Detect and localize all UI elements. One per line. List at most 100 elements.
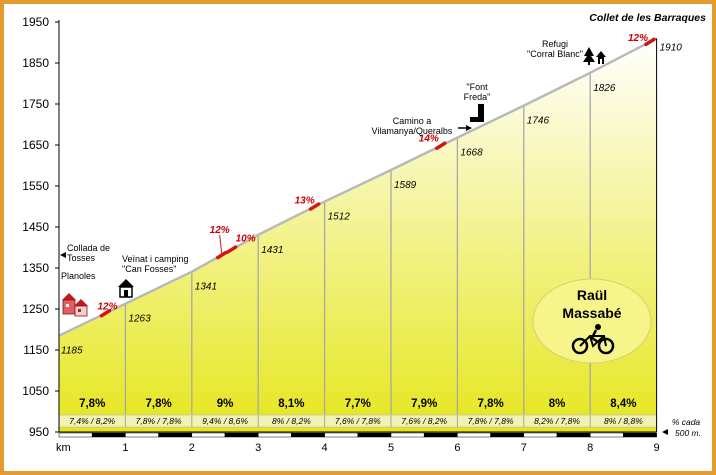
half-km-scale-segment <box>423 432 458 438</box>
half-km-scale-segment <box>58 432 93 438</box>
village-icon <box>62 293 88 317</box>
y-tick-label: 1350 <box>22 261 49 275</box>
segment-gradient-label: 8,1% <box>278 398 304 410</box>
area-layer <box>58 37 658 433</box>
segment-gradient-label: 7,9% <box>411 398 437 410</box>
steep-section-mark <box>644 37 656 47</box>
x-tick-label: 8 <box>587 442 593 454</box>
steep-section-mark <box>225 245 238 254</box>
elevation-label: 1185 <box>61 346 83 357</box>
refuge-icon <box>583 47 606 65</box>
steep-section-mark <box>215 250 228 260</box>
author-name: Massabé <box>562 305 621 321</box>
half-km-gradient-label: 7,8% / 7,8% <box>468 416 514 426</box>
x-tick-label: 5 <box>388 442 394 454</box>
half-km-gradient-label: 8,2% / 7,8% <box>534 416 580 426</box>
half-km-scale-segment <box>457 432 491 438</box>
steep-section-label: 13% <box>295 196 315 207</box>
place-label: Planoles <box>61 271 96 281</box>
chart-title: Collet de les Barraques <box>589 12 706 24</box>
elevation-label: 1746 <box>527 116 550 127</box>
y-tick-label: 1150 <box>23 343 49 357</box>
elevation-label: 1668 <box>460 148 483 159</box>
place-label: Vilamanya/Queralbs <box>372 126 453 136</box>
place-label: Collada de <box>67 243 110 253</box>
x-axis-label: km <box>56 442 71 454</box>
steep-section-label: 12% <box>628 33 648 44</box>
author-badge: Raül Massabé <box>532 278 652 364</box>
y-tick-label: 1850 <box>22 56 49 70</box>
place-label: "Corral Blanc" <box>527 49 583 59</box>
y-tick-label: 1450 <box>22 220 49 234</box>
half-km-scale-segment <box>523 432 558 438</box>
cyclist-icon <box>571 324 615 355</box>
camping-house-icon <box>118 279 134 298</box>
place-label: "Can Fosses" <box>122 264 176 274</box>
half-km-scale-segment <box>257 432 292 438</box>
elevation-label: 1910 <box>660 42 683 53</box>
elevation-label: 1431 <box>261 245 283 256</box>
half-km-scale-segment <box>191 432 226 438</box>
elevation-label: 1263 <box>128 314 151 325</box>
axes-layer: 1950 1850 1750 1650 1550 1450 1350 1250 1150 1050… <box>22 15 659 454</box>
segment-gradient-label: 7,8% <box>79 398 105 410</box>
y-tick-label: 1650 <box>22 138 49 152</box>
x-tick-label: 9 <box>654 442 660 454</box>
half-km-scale-segment <box>390 432 425 438</box>
x-tick-label: 1 <box>122 442 128 454</box>
direction-arrow-icon <box>466 125 472 131</box>
x-tick-label: 6 <box>454 442 460 454</box>
steep-section-label: 14% <box>419 134 439 145</box>
labels-layer: 1185 1263 1341 1431 1512 1589 1668 1746 1826 1910… <box>60 33 701 438</box>
author-name: Raül <box>577 287 607 303</box>
direction-arrow-icon <box>60 252 66 258</box>
x-tick-label: 3 <box>255 442 261 454</box>
half-km-gradient-label: 7,8% / 7,8% <box>136 416 182 426</box>
y-tick-label: 1750 <box>22 97 49 111</box>
half-km-gradient-label: 7,4% / 8,2% <box>69 416 115 426</box>
x-tick-label: 2 <box>189 442 195 454</box>
steep-section-label: 10% <box>236 234 256 245</box>
y-tick-label: 1250 <box>22 302 49 316</box>
steep-section-label: 12% <box>97 301 117 312</box>
steep-section-mark <box>308 202 321 211</box>
steep-section-mark <box>99 309 112 318</box>
half-km-scale-segment <box>158 432 193 438</box>
half-km-scale-segment <box>490 432 525 438</box>
half-km-gradient-label: 7,6% / 7,8% <box>335 416 381 426</box>
half-km-scale-segment <box>556 432 591 438</box>
place-label: Camino a <box>393 116 432 126</box>
half-km-scale-segment <box>91 432 126 438</box>
y-tick-label: 1050 <box>22 384 49 398</box>
steep-section-mark <box>435 141 447 150</box>
half-km-scale-segment <box>623 432 657 438</box>
segment-gradient-label: 7,8% <box>145 398 171 410</box>
place-label: Tosses <box>67 253 96 263</box>
half-km-scale-segment <box>224 432 259 438</box>
steep-section-label: 12% <box>210 225 230 236</box>
segment-gradient-label: 8% <box>549 398 566 410</box>
place-label: Freda" <box>464 92 491 102</box>
half-km-gradient-label: 9,4% / 8,6% <box>202 416 248 426</box>
half-km-scale-segment <box>357 432 392 438</box>
place-label: Refugi <box>542 39 568 49</box>
note-arrow-icon <box>662 429 668 435</box>
y-tick-label: 1550 <box>22 179 49 193</box>
elevation-label: 1512 <box>328 212 351 223</box>
half-km-scale-segment <box>589 432 624 438</box>
steep-leader-line <box>219 235 223 254</box>
elevation-label: 1589 <box>394 180 417 191</box>
x-tick-label: 4 <box>322 442 328 454</box>
segment-gradient-label: 7,8% <box>477 398 503 410</box>
fountain-icon <box>470 104 484 122</box>
elevation-label: 1826 <box>593 83 616 94</box>
half-km-scale-segment <box>324 432 359 438</box>
place-label: Veïnat i camping <box>122 254 189 264</box>
elevation-label: 1341 <box>195 282 217 293</box>
half-km-gradient-label: 7,6% / 8,2% <box>401 416 447 426</box>
half-km-note: % cada <box>672 417 701 427</box>
x-tick-label: 7 <box>521 442 527 454</box>
y-tick-label: 1950 <box>22 15 49 29</box>
place-label: "Font <box>466 82 488 92</box>
